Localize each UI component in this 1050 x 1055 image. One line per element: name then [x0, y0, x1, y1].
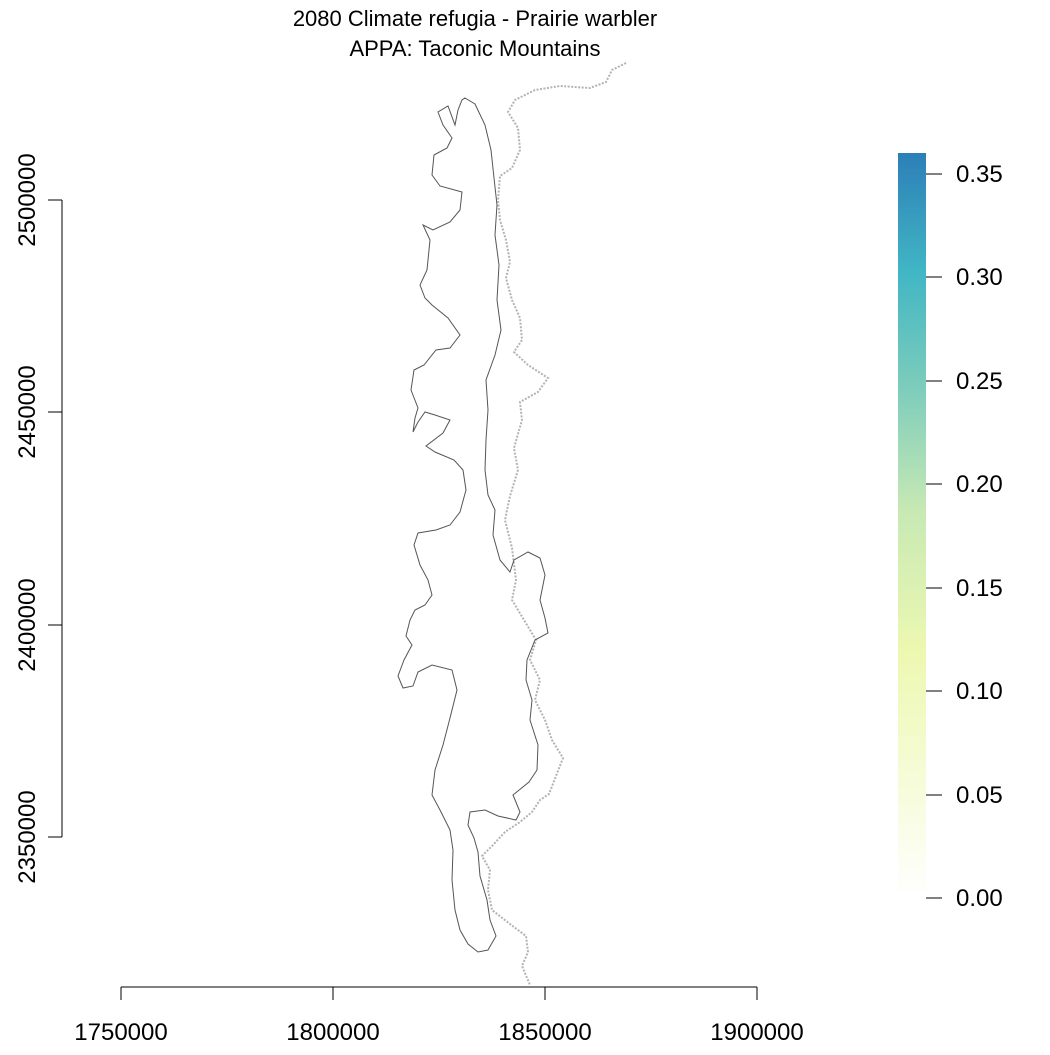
- legend-tick-label: 0.05: [956, 782, 1003, 809]
- y-tick-label: 2500000: [14, 153, 41, 246]
- state-boundary-line: [480, 62, 627, 986]
- x-axis: 1750000 1800000 1850000 1900000: [74, 986, 804, 1046]
- legend-tick-label: 0.10: [956, 678, 1003, 705]
- y-tick-label: 2400000: [14, 578, 41, 671]
- legend-tick-label: 0.25: [956, 368, 1003, 395]
- legend-tick-label: 0.20: [956, 471, 1003, 498]
- x-tick-label: 1850000: [498, 1019, 591, 1046]
- y-axis: 2350000 2400000 2450000 2500000: [14, 153, 63, 884]
- legend-tick-label: 0.30: [956, 264, 1003, 291]
- map-title: 2080 Climate refugia - Prairie warbler: [293, 6, 657, 31]
- region-boundary: [397, 97, 549, 953]
- y-tick-label: 2450000: [14, 365, 41, 458]
- map-subtitle: APPA: Taconic Mountains: [349, 36, 600, 61]
- legend-color-bar: [898, 153, 926, 898]
- y-tick-label: 2350000: [14, 790, 41, 883]
- x-tick-label: 1750000: [74, 1019, 167, 1046]
- x-tick-label: 1800000: [286, 1019, 379, 1046]
- legend-tick-label: 0.00: [956, 885, 1003, 912]
- legend-tick-label: 0.15: [956, 575, 1003, 602]
- legend: 0.00 0.05 0.10 0.15 0.20 0.25 0.30 0.35: [898, 153, 1003, 912]
- legend-tick-label: 0.35: [956, 161, 1003, 188]
- x-tick-label: 1900000: [710, 1019, 803, 1046]
